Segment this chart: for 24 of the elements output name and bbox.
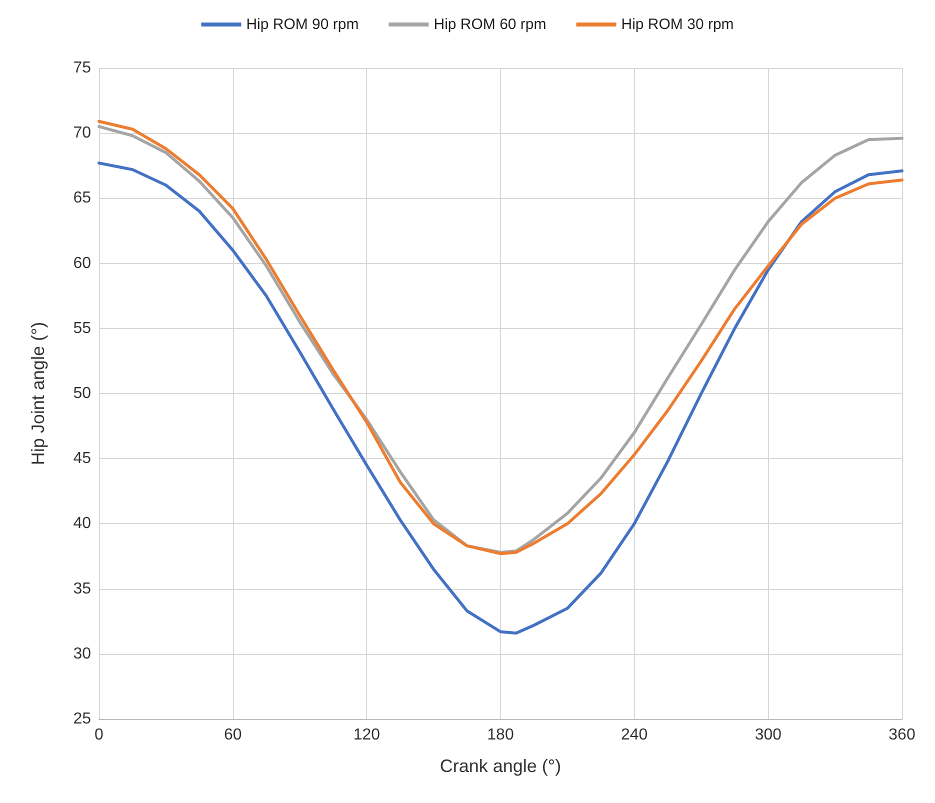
- y-tick-label: 35: [73, 580, 92, 598]
- x-tick-label: 120: [353, 726, 380, 744]
- y-tick-label: 65: [73, 190, 92, 207]
- legend-label: Hip ROM 60 rpm: [434, 16, 546, 33]
- y-axis-title: Hip Joint angle (°): [28, 322, 48, 466]
- line-series: [98, 162, 904, 635]
- y-tick-label: 60: [73, 254, 92, 272]
- legend-label: Hip ROM 90 rpm: [246, 16, 359, 33]
- x-tick-label: 0: [94, 726, 104, 744]
- legend-label: Hip ROM 30 rpm: [621, 16, 734, 33]
- y-tick-label: 45: [73, 450, 92, 468]
- x-tick-label: 360: [888, 726, 916, 744]
- y-tick-label: 70: [73, 124, 92, 142]
- y-tick-label: 75: [73, 60, 92, 76]
- x-tick-label: 60: [224, 726, 242, 744]
- y-tick-label: 30: [73, 645, 92, 662]
- x-axis-title: Crank angle (°): [440, 756, 562, 776]
- y-tick-label: 50: [73, 385, 92, 402]
- y-tick-label: 40: [73, 515, 92, 532]
- x-tick-label: 300: [754, 726, 782, 744]
- y-tick-label: 25: [73, 710, 92, 728]
- x-tick-label: 180: [487, 726, 514, 744]
- x-tick-label: 240: [620, 726, 648, 744]
- y-tick-label: 55: [73, 320, 92, 337]
